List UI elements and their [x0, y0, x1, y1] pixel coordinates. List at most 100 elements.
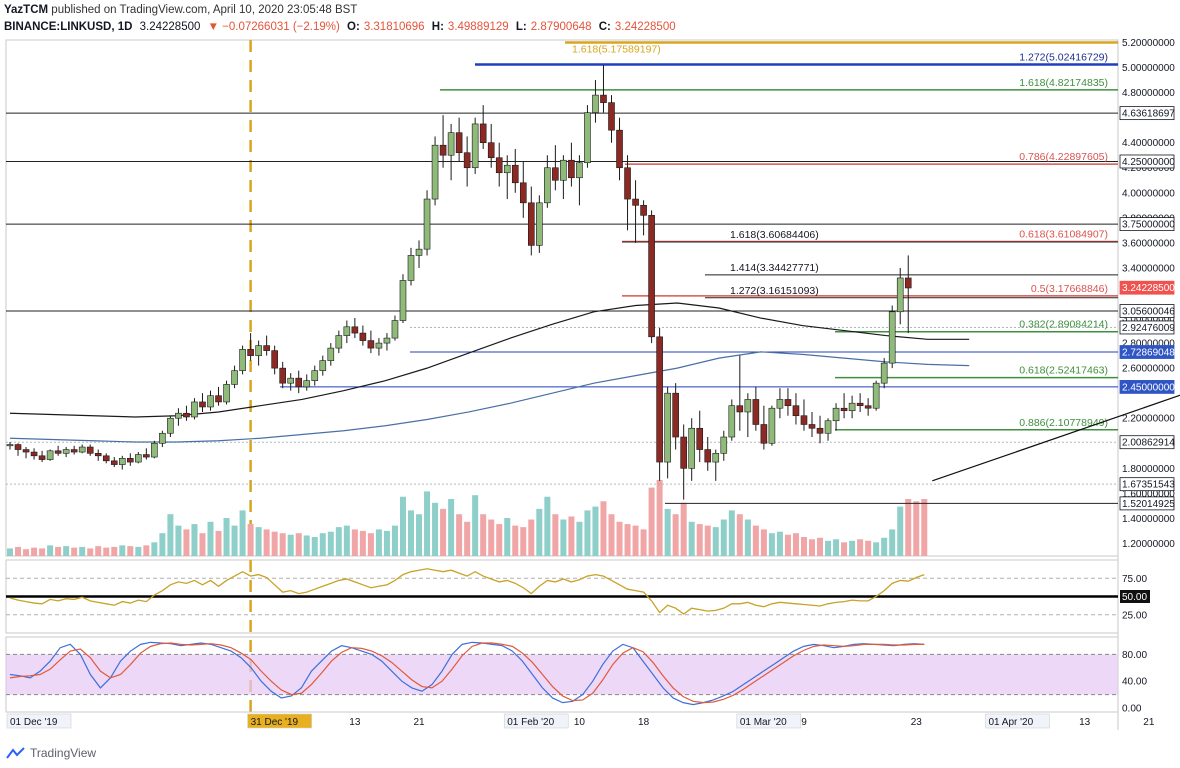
volume-bar	[865, 540, 872, 556]
volume-bar	[496, 524, 503, 556]
volume-bar	[488, 519, 495, 556]
candle-body	[584, 112, 591, 164]
candle-body	[271, 350, 278, 369]
volume-bar	[303, 535, 310, 556]
price-tick-label: 3.60000000	[1122, 238, 1175, 249]
candle-body	[656, 336, 663, 463]
volume-bar	[760, 529, 767, 556]
candle-body	[744, 399, 752, 413]
volume-bar	[111, 546, 118, 556]
candle-body	[816, 427, 824, 434]
price-badge	[1119, 320, 1175, 335]
price-badge-label: 4.25000000	[1122, 157, 1175, 168]
symbol-label: BINANCE:LINKUSD, 1D	[4, 21, 133, 33]
volume-bar	[239, 510, 246, 556]
candle-body	[175, 412, 182, 419]
volume-bar	[263, 529, 270, 556]
candle-body	[439, 144, 447, 156]
price-badge-label: 2.45000000	[1122, 382, 1175, 393]
date-tick-label: 18	[638, 717, 650, 728]
price-chart[interactable]: 1.272(5.02416729) 1.618(4.82174835) 0.786(…	[0, 0, 1180, 740]
high-value: 3.49889129	[447, 21, 509, 33]
volume-bar	[311, 537, 318, 556]
date-tick-label: 9	[801, 717, 807, 728]
volume-bar	[528, 519, 535, 556]
candle-body	[495, 157, 503, 174]
volume-bar	[399, 496, 406, 556]
candle-body	[776, 399, 784, 409]
low-value: 2.87900648	[530, 21, 592, 33]
tradingview-footer: TradingView	[6, 744, 96, 762]
volume-bar	[448, 499, 455, 556]
candle-body	[544, 167, 551, 204]
candle-body	[343, 326, 351, 336]
volume-bar	[584, 510, 591, 556]
rsi-level-label: 25.00	[1122, 610, 1147, 621]
high-label: H:	[431, 21, 444, 33]
volume-bar	[784, 534, 791, 556]
volume-bar	[31, 547, 38, 556]
volume-bar	[688, 521, 695, 556]
volume-bar	[480, 514, 487, 556]
candle-body	[800, 415, 808, 425]
volume-bar	[817, 537, 824, 556]
volume-bar	[632, 525, 639, 556]
volume-bar	[712, 527, 719, 556]
volume-bar	[472, 495, 479, 556]
candle-body	[848, 402, 856, 412]
candle-body	[768, 407, 776, 444]
volume-bar	[857, 539, 864, 556]
level-label: 0.618(2.52417463)	[1019, 365, 1108, 377]
ascending-trendline[interactable]	[932, 389, 1180, 482]
candle-body	[536, 202, 543, 246]
candle-body	[664, 392, 671, 463]
volume-bar	[560, 519, 567, 556]
volume-bar	[592, 506, 599, 556]
candle-body	[303, 380, 311, 388]
volume-bar	[319, 533, 326, 556]
author-name[interactable]: YazTCM	[4, 4, 49, 16]
candle-body	[327, 347, 335, 361]
volume-bar	[704, 525, 711, 556]
footer-brand[interactable]: TradingView	[30, 746, 97, 760]
price-tick-label: 4.80000000	[1122, 88, 1175, 99]
volume-bar	[295, 533, 302, 556]
volume-bar	[47, 545, 54, 556]
price-badge	[1119, 477, 1175, 492]
candle-body	[592, 94, 599, 113]
volume-bar	[279, 533, 286, 556]
volume-bar	[287, 534, 294, 556]
volume-bar	[15, 546, 22, 556]
candle-body	[62, 449, 70, 454]
candle-body	[70, 449, 78, 453]
volume-bar	[183, 529, 190, 556]
date-tick-label: 21	[1143, 717, 1155, 728]
candle-body	[14, 444, 22, 450]
level-label: 0.5(3.17668846)	[1031, 283, 1108, 295]
volume-bar	[881, 537, 888, 556]
volume-bar	[143, 545, 150, 556]
price-tick-label: 5.20000000	[1122, 38, 1175, 49]
volume-bar	[159, 533, 166, 556]
volume-bar	[151, 542, 158, 556]
candle-body	[447, 132, 455, 156]
volume-bar	[7, 548, 13, 556]
candle-body	[183, 412, 190, 418]
volume-bar	[841, 542, 848, 556]
volume-bar	[680, 502, 687, 556]
price-tick-label: 2.60000000	[1122, 364, 1175, 375]
volume-bar	[351, 529, 358, 556]
volume-bar	[55, 546, 62, 556]
volume-bar	[921, 499, 928, 556]
date-tick-label: 31 Dec '19	[251, 717, 299, 728]
volume-bar	[127, 546, 134, 556]
symbol-line: BINANCE:LINKUSD, 1D 3.24228500 ▼ −0.0726…	[4, 19, 1104, 36]
candle-body	[415, 248, 423, 256]
stoch-level-label: 80.00	[1122, 650, 1147, 661]
stoch-level-label: 0.00	[1122, 704, 1142, 715]
candle-body	[102, 455, 110, 462]
volume-bar	[464, 521, 471, 556]
candle-body	[511, 164, 519, 184]
level-label: 1.414(3.34427771)	[730, 262, 819, 274]
candle-body	[431, 144, 439, 200]
